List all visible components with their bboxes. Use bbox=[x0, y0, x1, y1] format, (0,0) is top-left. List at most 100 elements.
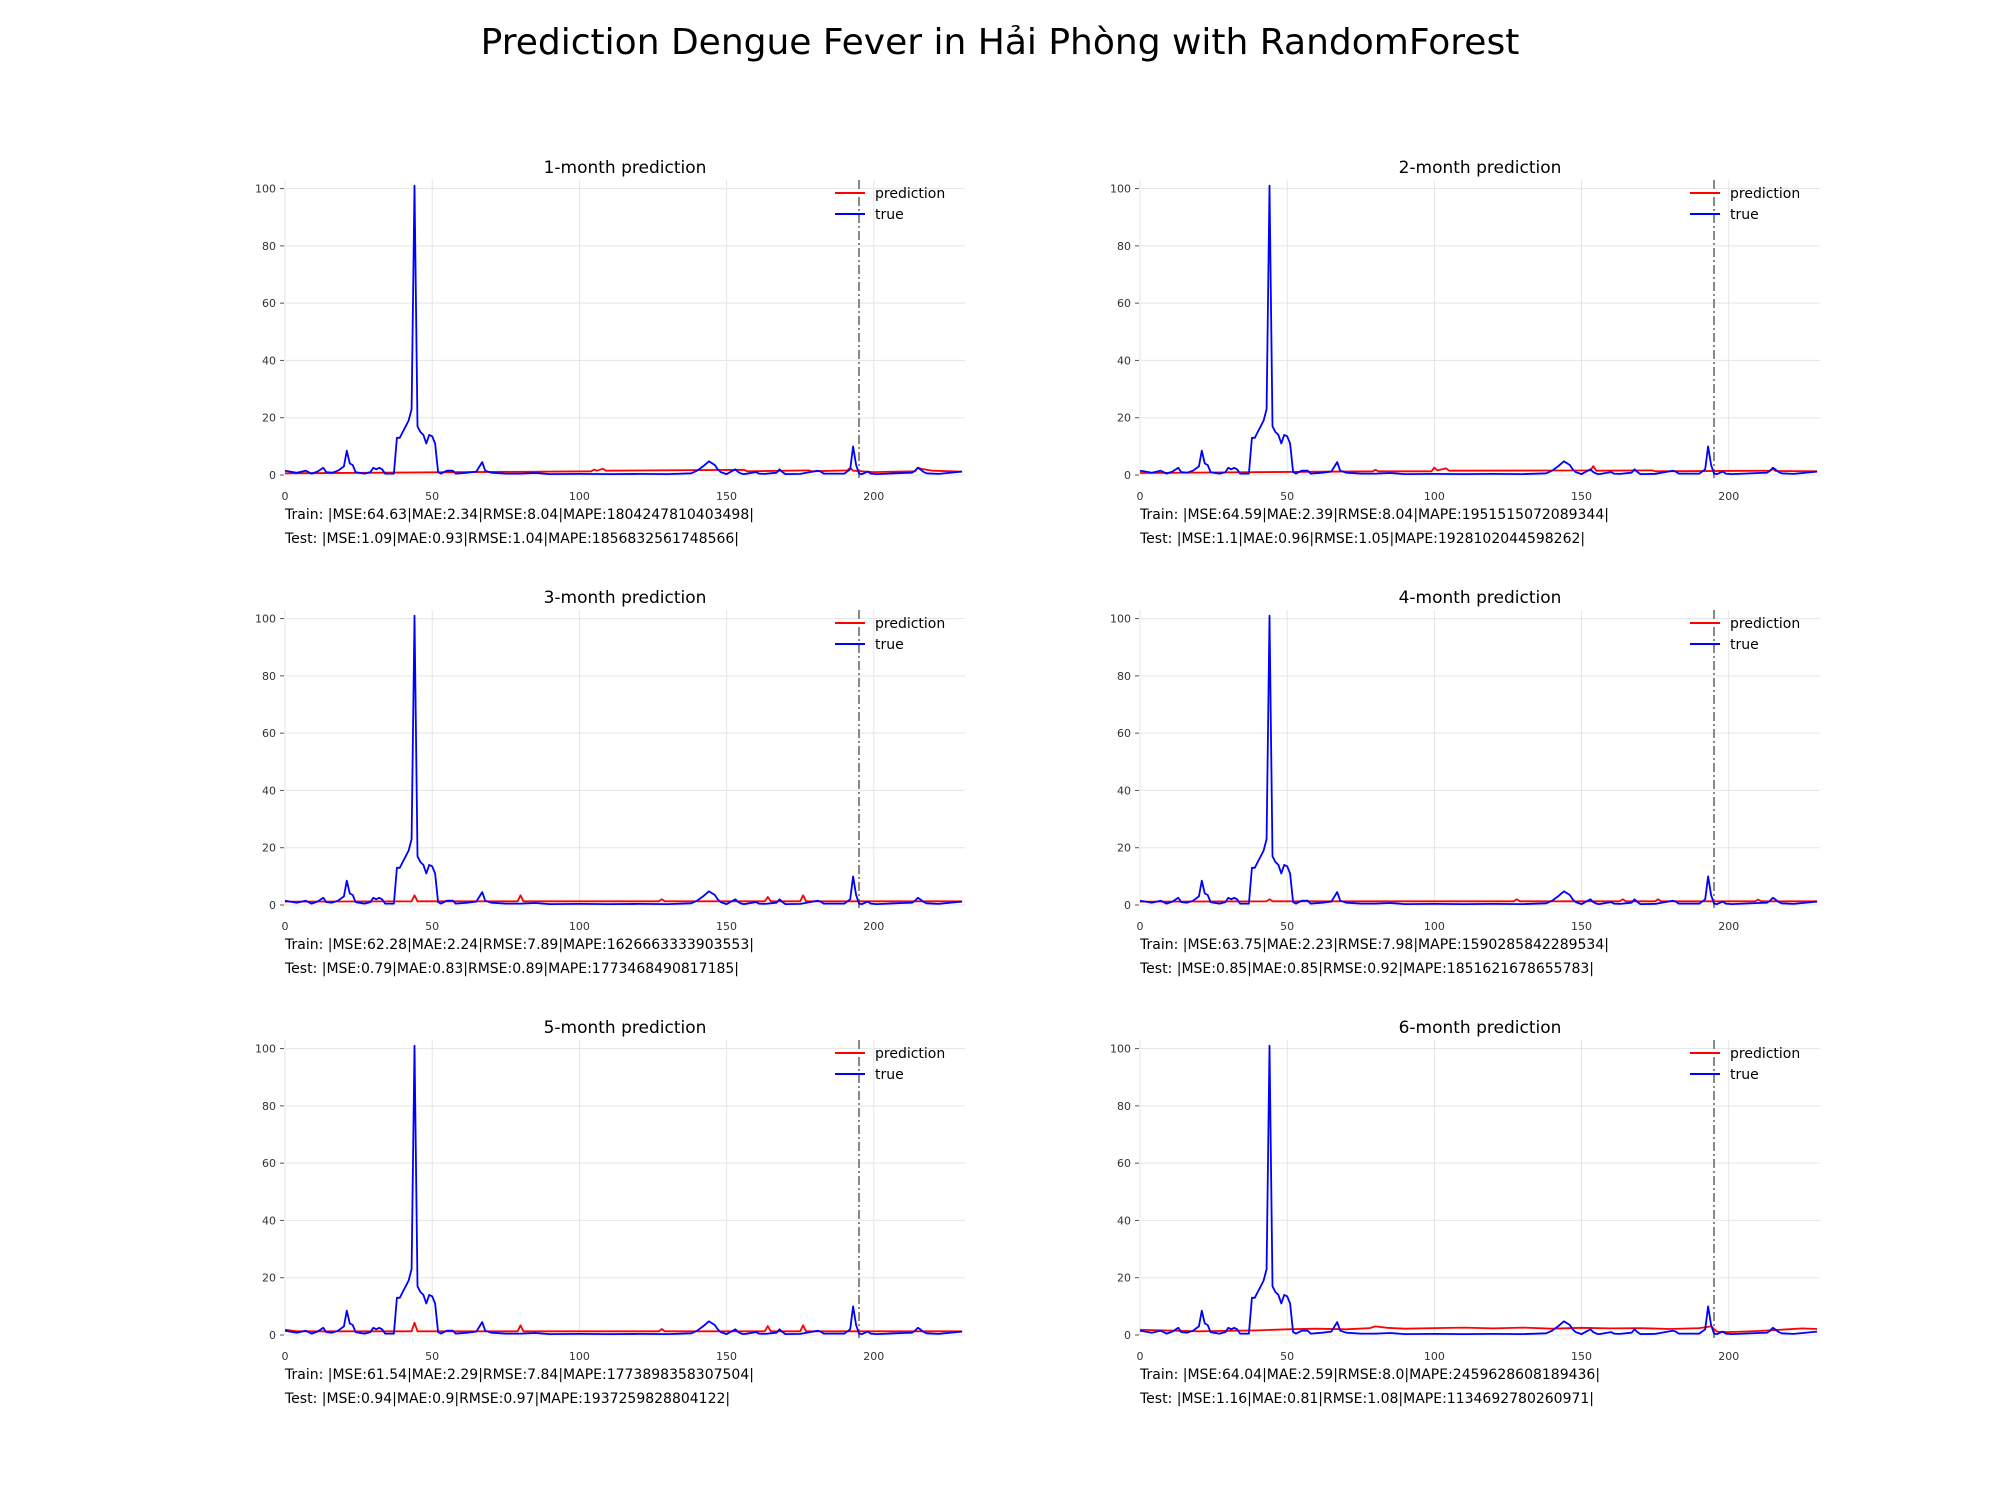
train-metrics: Train: |MSE:63.75|MAE:2.23|RMSE:7.98|MAP… bbox=[1140, 937, 1609, 953]
y-tick-label: 0 bbox=[1124, 899, 1131, 912]
prediction-series-line bbox=[284, 1321, 963, 1333]
figure-title: Prediction Dengue Fever in Hải Phòng wit… bbox=[480, 22, 1520, 63]
y-tick-label: 100 bbox=[255, 1043, 276, 1056]
y-tick-label: 0 bbox=[1124, 1329, 1131, 1342]
prediction-series-line bbox=[1139, 465, 1818, 474]
prediction-series-line bbox=[1139, 898, 1818, 903]
x-tick-label: 100 bbox=[1424, 490, 1445, 503]
y-tick-label: 40 bbox=[1117, 354, 1131, 367]
true-series-line bbox=[284, 1044, 963, 1335]
prediction-series-line bbox=[284, 466, 963, 475]
y-tick-label: 0 bbox=[269, 469, 276, 482]
train-metrics: Train: |MSE:61.54|MAE:2.29|RMSE:7.84|MAP… bbox=[285, 1367, 754, 1383]
prediction-series-line bbox=[1139, 1325, 1818, 1333]
chart-svg: 3-month prediction 0 20 40 60 80 100 0 50 100 150 2… bbox=[255, 588, 965, 933]
legend-label-true: true bbox=[875, 637, 904, 653]
x-tick-label: 0 bbox=[282, 490, 289, 503]
x-tick-label: 50 bbox=[425, 1350, 439, 1363]
x-tick-label: 100 bbox=[1424, 920, 1445, 933]
x-tick-label: 200 bbox=[863, 920, 884, 933]
legend-label-prediction: prediction bbox=[1730, 186, 1800, 202]
x-tick-label: 50 bbox=[425, 490, 439, 503]
y-tick-label: 100 bbox=[1110, 613, 1131, 626]
x-tick-label: 100 bbox=[569, 490, 590, 503]
test-metrics: Test: |MSE:0.79|MAE:0.83|RMSE:0.89|MAPE:… bbox=[285, 961, 740, 977]
y-tick-label: 80 bbox=[1117, 670, 1131, 683]
x-tick-label: 200 bbox=[1718, 490, 1739, 503]
x-tick-label: 0 bbox=[1137, 920, 1144, 933]
x-tick-label: 0 bbox=[282, 920, 289, 933]
x-tick-label: 50 bbox=[1280, 1350, 1294, 1363]
legend-label-true: true bbox=[875, 207, 904, 223]
y-tick-label: 0 bbox=[269, 1329, 276, 1342]
x-tick-label: 150 bbox=[1571, 1350, 1592, 1363]
chart-title: 6-month prediction bbox=[1399, 1018, 1562, 1038]
x-tick-label: 200 bbox=[1718, 920, 1739, 933]
legend-label-true: true bbox=[1730, 207, 1759, 223]
chart-svg: 2-month prediction 0 20 40 60 80 100 0 50 100 150 2… bbox=[1110, 158, 1820, 503]
y-tick-label: 100 bbox=[255, 613, 276, 626]
x-tick-label: 150 bbox=[1571, 920, 1592, 933]
x-tick-label: 150 bbox=[716, 1350, 737, 1363]
x-tick-label: 200 bbox=[1718, 1350, 1739, 1363]
y-tick-label: 0 bbox=[1124, 469, 1131, 482]
chart-panel-3: 3-month prediction 0 20 40 60 80 100 0 50 100 150 2… bbox=[200, 580, 990, 1010]
y-tick-label: 80 bbox=[262, 1100, 276, 1113]
chart-panel-6: 6-month prediction 0 20 40 60 80 100 0 50 100 150 2… bbox=[1055, 1010, 1845, 1440]
chart-title: 4-month prediction bbox=[1399, 588, 1562, 608]
y-tick-label: 40 bbox=[1117, 1214, 1131, 1227]
x-tick-label: 150 bbox=[1571, 490, 1592, 503]
test-metrics: Test: |MSE:0.94|MAE:0.9|RMSE:0.97|MAPE:1… bbox=[285, 1391, 731, 1407]
y-tick-label: 0 bbox=[269, 899, 276, 912]
y-tick-label: 20 bbox=[262, 842, 276, 855]
chart-panel-4: 4-month prediction 0 20 40 60 80 100 0 50 100 150 2… bbox=[1055, 580, 1845, 1010]
true-series-line bbox=[1139, 614, 1818, 905]
y-tick-label: 20 bbox=[1117, 412, 1131, 425]
legend-label-true: true bbox=[875, 1067, 904, 1083]
chart-title: 2-month prediction bbox=[1399, 158, 1562, 178]
x-tick-label: 0 bbox=[1137, 1350, 1144, 1363]
chart-title: 5-month prediction bbox=[544, 1018, 707, 1038]
chart-svg: 5-month prediction 0 20 40 60 80 100 0 50 100 150 2… bbox=[255, 1018, 965, 1363]
x-tick-label: 0 bbox=[1137, 490, 1144, 503]
x-tick-label: 50 bbox=[425, 920, 439, 933]
train-metrics: Train: |MSE:64.63|MAE:2.34|RMSE:8.04|MAP… bbox=[285, 507, 754, 523]
chart-svg: 4-month prediction 0 20 40 60 80 100 0 50 100 150 2… bbox=[1110, 588, 1820, 933]
y-tick-label: 40 bbox=[262, 1214, 276, 1227]
test-metrics: Test: |MSE:0.85|MAE:0.85|RMSE:0.92|MAPE:… bbox=[1140, 961, 1595, 977]
y-tick-label: 40 bbox=[262, 354, 276, 367]
y-tick-label: 20 bbox=[1117, 1272, 1131, 1285]
y-tick-label: 60 bbox=[262, 1157, 276, 1170]
y-tick-label: 40 bbox=[1117, 784, 1131, 797]
x-tick-label: 50 bbox=[1280, 490, 1294, 503]
y-tick-label: 80 bbox=[262, 240, 276, 253]
legend-label-prediction: prediction bbox=[875, 1046, 945, 1062]
true-series-line bbox=[1139, 184, 1818, 475]
chart-svg: 6-month prediction 0 20 40 60 80 100 0 50 100 150 2… bbox=[1110, 1018, 1820, 1363]
chart-panel-1: 1-month prediction 0 20 40 60 80 100 0 50 100 150 2… bbox=[200, 150, 990, 580]
y-tick-label: 60 bbox=[262, 727, 276, 740]
y-tick-label: 20 bbox=[262, 1272, 276, 1285]
train-metrics: Train: |MSE:62.28|MAE:2.24|RMSE:7.89|MAP… bbox=[285, 937, 754, 953]
chart-panel-5: 5-month prediction 0 20 40 60 80 100 0 50 100 150 2… bbox=[200, 1010, 990, 1440]
x-tick-label: 0 bbox=[282, 1350, 289, 1363]
chart-svg: 1-month prediction 0 20 40 60 80 100 0 50 100 150 2… bbox=[255, 158, 965, 503]
x-tick-label: 150 bbox=[716, 920, 737, 933]
chart-panel-2: 2-month prediction 0 20 40 60 80 100 0 50 100 150 2… bbox=[1055, 150, 1845, 580]
y-tick-label: 80 bbox=[262, 670, 276, 683]
x-tick-label: 150 bbox=[716, 490, 737, 503]
legend-label-prediction: prediction bbox=[1730, 1046, 1800, 1062]
y-tick-label: 100 bbox=[255, 183, 276, 196]
test-metrics: Test: |MSE:1.1|MAE:0.96|RMSE:1.05|MAPE:1… bbox=[1140, 531, 1586, 547]
legend-label-prediction: prediction bbox=[875, 616, 945, 632]
train-metrics: Train: |MSE:64.59|MAE:2.39|RMSE:8.04|MAP… bbox=[1140, 507, 1609, 523]
x-tick-label: 200 bbox=[863, 1350, 884, 1363]
x-tick-label: 200 bbox=[863, 490, 884, 503]
legend-label-true: true bbox=[1730, 1067, 1759, 1083]
prediction-series-line bbox=[284, 894, 963, 903]
y-tick-label: 100 bbox=[1110, 183, 1131, 196]
x-tick-label: 100 bbox=[569, 1350, 590, 1363]
y-tick-label: 20 bbox=[1117, 842, 1131, 855]
legend-label-prediction: prediction bbox=[1730, 616, 1800, 632]
y-tick-label: 80 bbox=[1117, 240, 1131, 253]
